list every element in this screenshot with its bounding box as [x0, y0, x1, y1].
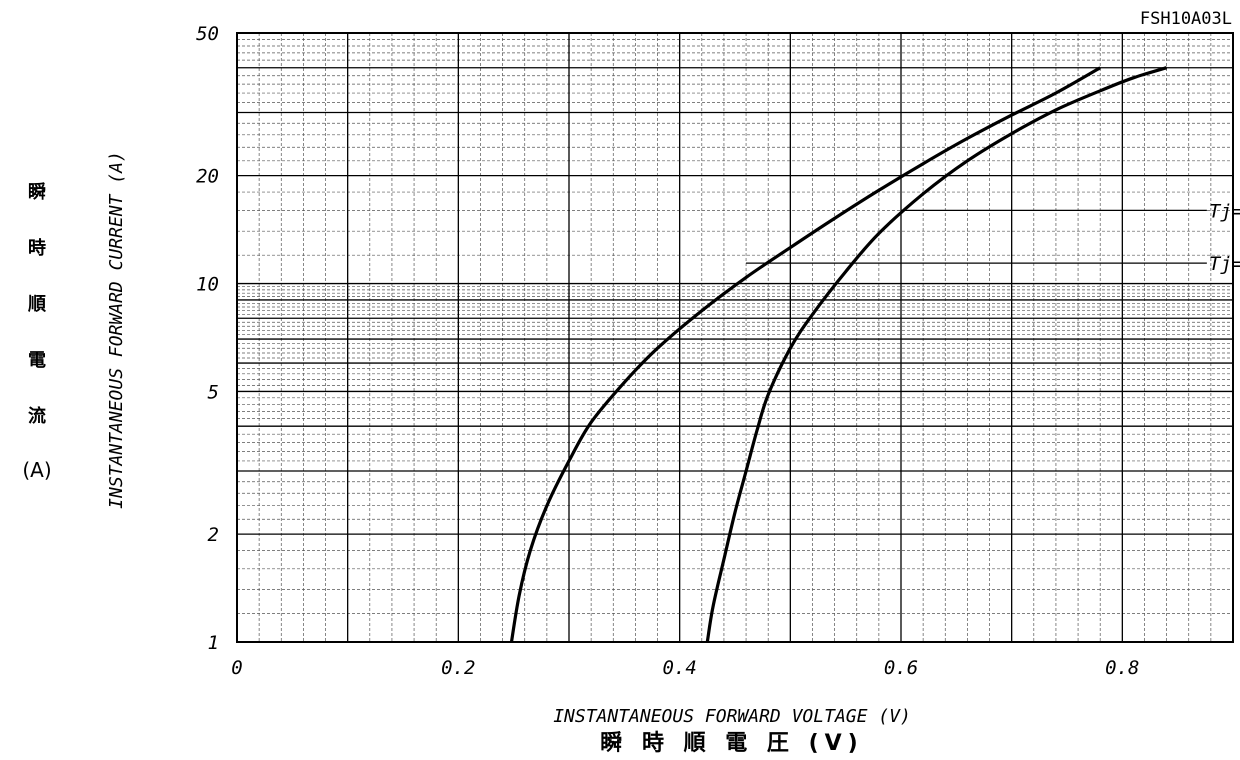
x-tick-label: 0.8: [1105, 657, 1139, 679]
y-axis-label: INSTANTANEOUS FORWARD CURRENT (A): [106, 151, 127, 509]
y-axis-label-ja-char: 流: [28, 406, 46, 427]
x-tick-label: 0.6: [884, 657, 918, 679]
y-tick-label: 20: [196, 166, 219, 188]
series-line-tj25: [705, 66, 1168, 643]
series-layer: [509, 66, 1168, 643]
major-grid: [237, 33, 1233, 642]
y-axis-label-ja-char: 時: [28, 238, 46, 259]
y-tick-label: 1: [208, 632, 219, 654]
series-line-tj150: [509, 66, 1102, 643]
y-tick-label: 10: [196, 274, 219, 296]
x-axis-label: INSTANTANEOUS FORWARD VOLTAGE (V): [553, 706, 911, 727]
y-axis-label-ja-unit: (A): [22, 458, 52, 482]
x-tick-label: 0: [231, 657, 242, 679]
y-tick-label: 5: [208, 381, 219, 403]
chart-title: FSH10A03L: [1140, 9, 1232, 29]
annotation-layer: Tj=25°C Tj=150°C: [746, 200, 1240, 275]
minor-grid: [237, 33, 1233, 642]
y-axis-label-ja-char: 電: [28, 350, 46, 371]
y-tick-labels: 1 2 5 10 20 50: [196, 23, 219, 654]
y-tick-label: 2: [208, 524, 219, 546]
x-axis-label-ja: 瞬 時 順 電 圧 (V): [600, 731, 863, 756]
y-axis-label-ja-char: 瞬: [28, 182, 46, 203]
plot-frame: [236, 32, 1234, 643]
annotation-label-tj25: Tj=25°C: [1209, 200, 1240, 222]
x-tick-label: 0.4: [663, 657, 697, 679]
y-axis-label-ja-char: 順: [28, 294, 46, 315]
x-tick-label: 0.2: [441, 657, 475, 679]
x-tick-labels: 0 0.2 0.4 0.6 0.8: [231, 657, 1139, 679]
y-tick-label: 50: [196, 23, 219, 45]
annotation-label-tj150: Tj=150°C: [1209, 253, 1240, 275]
